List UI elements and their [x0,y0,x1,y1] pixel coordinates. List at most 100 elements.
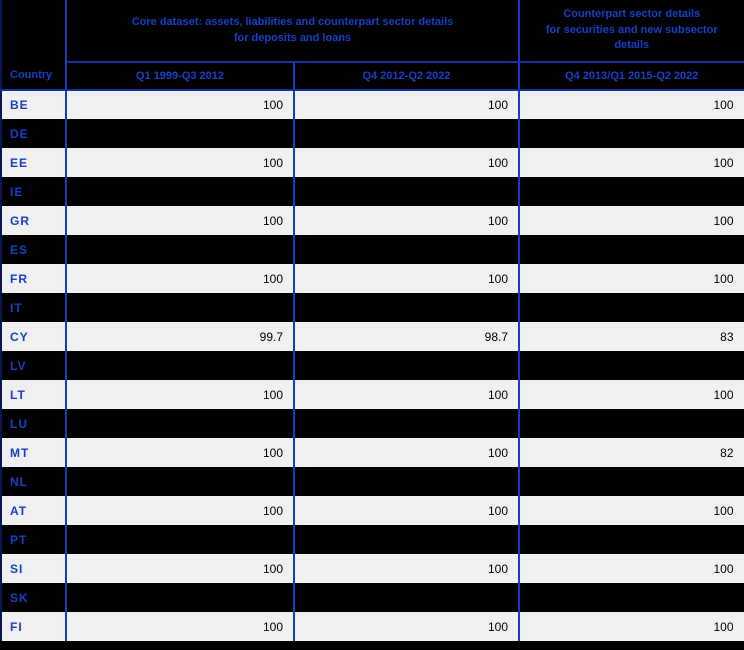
group-header-row: Country Core dataset: assets, liabilitie… [0,0,744,91]
value-cell: 100 [66,148,295,177]
value-cell: 100 [294,554,520,583]
table-row: PT [0,525,744,554]
value-cell: 100 [519,264,744,293]
value-cell [519,583,744,612]
period-header-1: Q1 1999-Q3 2012 [66,62,295,91]
value-cell [66,119,295,148]
country-cell: LT [0,380,67,409]
value-cell: 82 [519,438,744,467]
value-cell [294,351,520,380]
value-cell [294,467,520,496]
country-cell: CY [0,322,67,351]
table-row: DE [0,119,744,148]
value-cell: 100 [294,90,520,119]
value-cell: 100 [294,264,520,293]
table-row: LV [0,351,744,380]
value-cell: 100 [294,380,520,409]
value-cell [519,293,744,322]
country-cell: FR [0,264,67,293]
period-header-row: Q1 1999-Q3 2012 Q4 2012-Q2 2022 Q4 2013/… [1,62,744,91]
table-row: ES [0,235,744,264]
value-cell: 100 [519,496,744,525]
country-cell: DE [0,119,67,148]
value-cell: 100 [66,554,295,583]
table-row: FR 100 100 100 [0,264,744,293]
value-cell: 100 [294,612,520,641]
value-cell: 100 [66,612,295,641]
value-cell [294,525,520,554]
value-cell [519,525,744,554]
table-row: GR 100 100 100 [0,206,744,235]
value-cell [519,119,744,148]
value-cell [519,351,744,380]
period-header-2: Q4 2012-Q2 2022 [294,62,520,91]
table-row: IE [0,177,744,206]
value-cell [294,177,520,206]
value-cell [519,409,744,438]
value-cell: 100 [294,496,520,525]
table-outer-border-bottom [0,641,744,650]
table-row: LU [0,409,744,438]
value-cell: 100 [66,438,295,467]
value-cell [66,409,295,438]
table-row: NL [0,467,744,496]
value-cell: 100 [519,554,744,583]
table-row: BE 100 100 100 [0,90,744,119]
value-cell [66,177,295,206]
value-cell: 83 [519,322,744,351]
group-header-core-dataset: Core dataset: assets, liabilities and co… [66,0,520,63]
country-cell: LV [0,351,67,380]
value-cell: 100 [66,206,295,235]
group-header-counterpart-details: Counterpart sector details for securitie… [519,0,744,63]
country-cell: GR [0,206,67,235]
value-cell [519,467,744,496]
country-cell: FI [0,612,67,641]
table-row: LT 100 100 100 [0,380,744,409]
country-cell: MT [0,438,67,467]
value-cell: 98.7 [294,322,520,351]
value-cell: 100 [519,380,744,409]
value-cell: 100 [66,264,295,293]
value-cell [66,583,295,612]
value-cell [66,351,295,380]
value-cell: 100 [519,612,744,641]
country-cell: BE [0,90,67,119]
country-cell: IT [0,293,67,322]
value-cell [294,293,520,322]
country-cell: SI [0,554,67,583]
value-cell [66,235,295,264]
value-cell [519,177,744,206]
table-header: Country Core dataset: assets, liabilitie… [0,0,744,91]
country-cell: PT [0,525,67,554]
value-cell: 100 [294,148,520,177]
country-cell: NL [0,467,67,496]
country-cell: IE [0,177,67,206]
country-cell: SK [0,583,67,612]
country-column-header: Country [0,0,67,91]
value-cell [66,467,295,496]
value-cell: 100 [66,90,295,119]
value-cell [294,409,520,438]
table-row: IT [0,293,744,322]
value-cell: 100 [519,206,744,235]
table-row: FI 100 100 100 [0,612,744,641]
table-row: AT 100 100 100 [0,496,744,525]
table-row: SI 100 100 100 [0,554,744,583]
country-cell: ES [0,235,67,264]
table-row: EE 100 100 100 [0,148,744,177]
value-cell [294,583,520,612]
country-cell: LU [0,409,67,438]
value-cell [519,235,744,264]
table-body: BE 100 100 100 DE EE 100 100 100 IE GR 1… [0,90,744,641]
value-cell: 100 [294,206,520,235]
value-cell [66,525,295,554]
value-cell: 100 [66,496,295,525]
country-cell: AT [0,496,67,525]
value-cell: 100 [519,90,744,119]
value-cell [66,293,295,322]
value-cell: 99.7 [66,322,295,351]
table-row: SK [0,583,744,612]
value-cell [294,119,520,148]
value-cell: 100 [294,438,520,467]
